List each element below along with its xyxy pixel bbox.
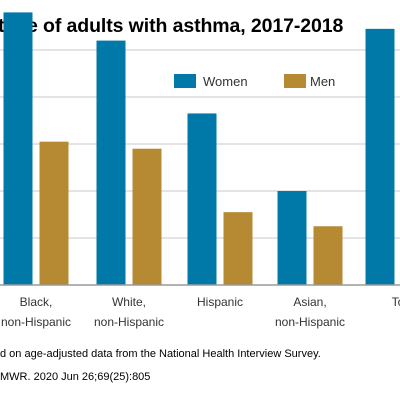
category-label: non-Hispanic xyxy=(275,315,345,329)
bar-women-3 xyxy=(187,113,217,285)
bar-women-4 xyxy=(277,191,307,285)
bar-men-2 xyxy=(132,148,162,285)
bar-men-3 xyxy=(223,212,253,285)
footnote-source-note: d on age-adjusted data from the National… xyxy=(0,348,321,360)
legend-swatch-men xyxy=(284,74,306,88)
category-label: Black, xyxy=(20,295,53,309)
bars xyxy=(3,12,395,286)
legend-label-women: Women xyxy=(203,74,248,89)
category-labels: Black, non-Hispanic White, non-Hispanic Hisp… xyxy=(1,295,400,329)
footnote-citation: MWR. 2020 Jun 26;69(25):805 xyxy=(0,371,151,383)
category-label: non-Hispanic xyxy=(94,315,164,329)
legend-swatch-women xyxy=(174,74,196,88)
category-label: Asian, xyxy=(293,295,326,309)
category-label: To xyxy=(392,295,400,309)
bar-men-1 xyxy=(39,141,69,285)
bar-men-4 xyxy=(313,226,343,285)
bar-women-1 xyxy=(3,12,33,286)
legend: Women Men xyxy=(174,74,335,89)
bar-women-5 xyxy=(365,28,395,285)
chart-title: tage of adults with asthma, 2017-2018 xyxy=(0,15,344,37)
category-label: Hispanic xyxy=(197,295,243,309)
category-label: White, xyxy=(112,295,146,309)
bar-women-2 xyxy=(96,40,126,285)
legend-label-men: Men xyxy=(310,74,335,89)
category-label: non-Hispanic xyxy=(1,315,71,329)
